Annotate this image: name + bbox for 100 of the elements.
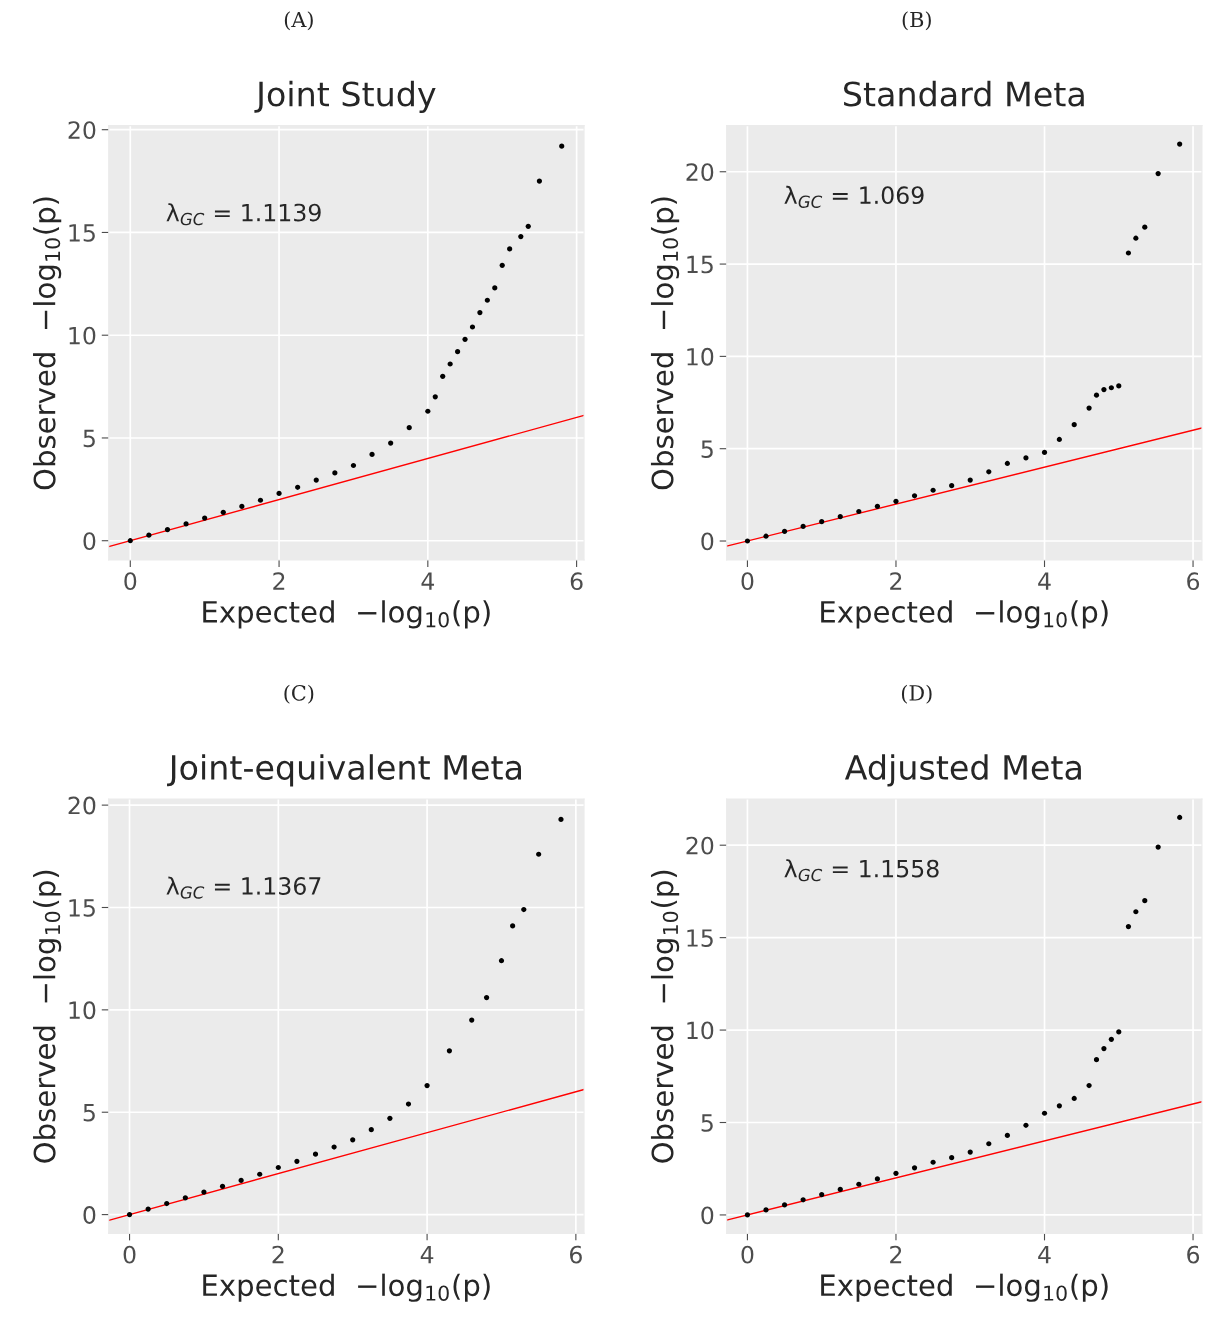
point <box>440 373 446 379</box>
x-tick-label: 2 <box>890 572 902 590</box>
point <box>469 324 476 330</box>
y-tick-label: 20 <box>686 163 714 182</box>
point <box>1071 1095 1077 1102</box>
point <box>949 483 955 489</box>
point <box>1155 171 1161 177</box>
point <box>294 1158 300 1164</box>
x-tick-label: 4 <box>420 1245 434 1264</box>
point <box>332 470 338 476</box>
point <box>1101 1045 1107 1052</box>
point <box>447 361 453 367</box>
point <box>164 1200 170 1207</box>
x-tick-label: 6 <box>570 1245 582 1264</box>
annotation: λ$_{GC}$ = 1.1367 <box>166 876 321 899</box>
point <box>1125 923 1132 930</box>
point <box>1108 385 1114 391</box>
chart-title: Joint-equivalent Meta <box>167 754 521 787</box>
point <box>1177 814 1183 821</box>
x-tick-label: 6 <box>1187 1245 1200 1264</box>
point <box>350 462 357 469</box>
point <box>164 527 171 533</box>
x-axis-title: Expected −log$_{10}$(p) <box>203 600 490 629</box>
point <box>1125 250 1132 256</box>
x-axis-title: Expected −log$_{10}$(p) <box>203 1273 490 1302</box>
point <box>202 515 208 521</box>
y-axis-title: Observed −log$_{10}$(p) <box>650 197 680 490</box>
point <box>484 297 490 303</box>
point <box>781 528 788 535</box>
x-axis-title: Expected −log$_{10}$(p) <box>821 600 1108 629</box>
point <box>1142 224 1148 230</box>
annotation: λ$_{GC}$ = 1.1558 <box>784 859 939 882</box>
chart-subtitle: (D) <box>901 684 932 704</box>
point <box>350 1137 356 1143</box>
point <box>145 1206 151 1212</box>
point <box>126 1211 133 1218</box>
point <box>536 178 543 184</box>
point <box>1056 436 1062 443</box>
x-tick-label: 0 <box>124 572 137 591</box>
y-axis-title: Observed −log$_{10}$(p) <box>33 870 62 1163</box>
point <box>911 493 918 499</box>
point <box>425 408 431 414</box>
point <box>257 1171 263 1177</box>
point <box>201 1189 207 1195</box>
point <box>911 1165 918 1171</box>
annotation: λ$_{GC}$ = 1.1139 <box>166 203 321 226</box>
point <box>331 1144 337 1150</box>
point <box>1155 844 1161 850</box>
point <box>462 336 468 342</box>
point <box>1023 1122 1029 1128</box>
x-tick-label: 4 <box>421 572 435 590</box>
y-tick-label: 20 <box>686 836 714 855</box>
point <box>424 1083 430 1089</box>
point <box>536 851 542 857</box>
point <box>1023 455 1029 461</box>
x-tick-label: 2 <box>272 1245 284 1264</box>
y-tick-label: 5 <box>701 440 713 459</box>
x-tick-label: 2 <box>890 1245 902 1264</box>
y-tick-label: 5 <box>701 1114 713 1132</box>
point <box>521 906 527 913</box>
point <box>1004 1132 1010 1139</box>
x-tick-label: 2 <box>273 572 285 590</box>
point <box>1041 449 1048 455</box>
point <box>369 451 375 457</box>
x-tick-label: 6 <box>1187 572 1200 591</box>
y-tick-label: 15 <box>687 255 713 274</box>
y-axis-title: Observed −log$_{10}$(p) <box>650 870 680 1163</box>
point <box>388 440 394 446</box>
y-tick-label: 15 <box>69 224 95 242</box>
x-tick-label: 0 <box>741 1245 754 1264</box>
point <box>510 923 516 929</box>
point <box>432 394 438 400</box>
point <box>295 484 301 490</box>
point <box>1133 909 1139 915</box>
point <box>1133 235 1139 241</box>
point <box>498 958 505 964</box>
point <box>744 538 751 544</box>
point <box>819 1192 825 1198</box>
point <box>930 487 936 493</box>
point <box>874 503 880 509</box>
annotation: λ$_{GC}$ = 1.069 <box>784 185 924 208</box>
point <box>781 1202 788 1208</box>
chart-title: Joint Study <box>254 80 436 114</box>
point <box>405 1101 412 1107</box>
point <box>454 349 461 355</box>
point <box>220 509 226 515</box>
point <box>477 310 483 316</box>
point <box>239 503 245 509</box>
point <box>837 1186 843 1193</box>
point <box>406 425 412 431</box>
chart-subtitle: (A) <box>284 11 313 31</box>
point <box>1086 405 1092 411</box>
point <box>1056 1103 1062 1109</box>
y-tick-label: 10 <box>69 1001 96 1020</box>
y-tick-label: 10 <box>687 1021 714 1040</box>
point <box>238 1177 244 1183</box>
point <box>967 1149 973 1155</box>
point <box>507 246 513 252</box>
point <box>949 1155 955 1161</box>
point <box>312 1151 319 1157</box>
